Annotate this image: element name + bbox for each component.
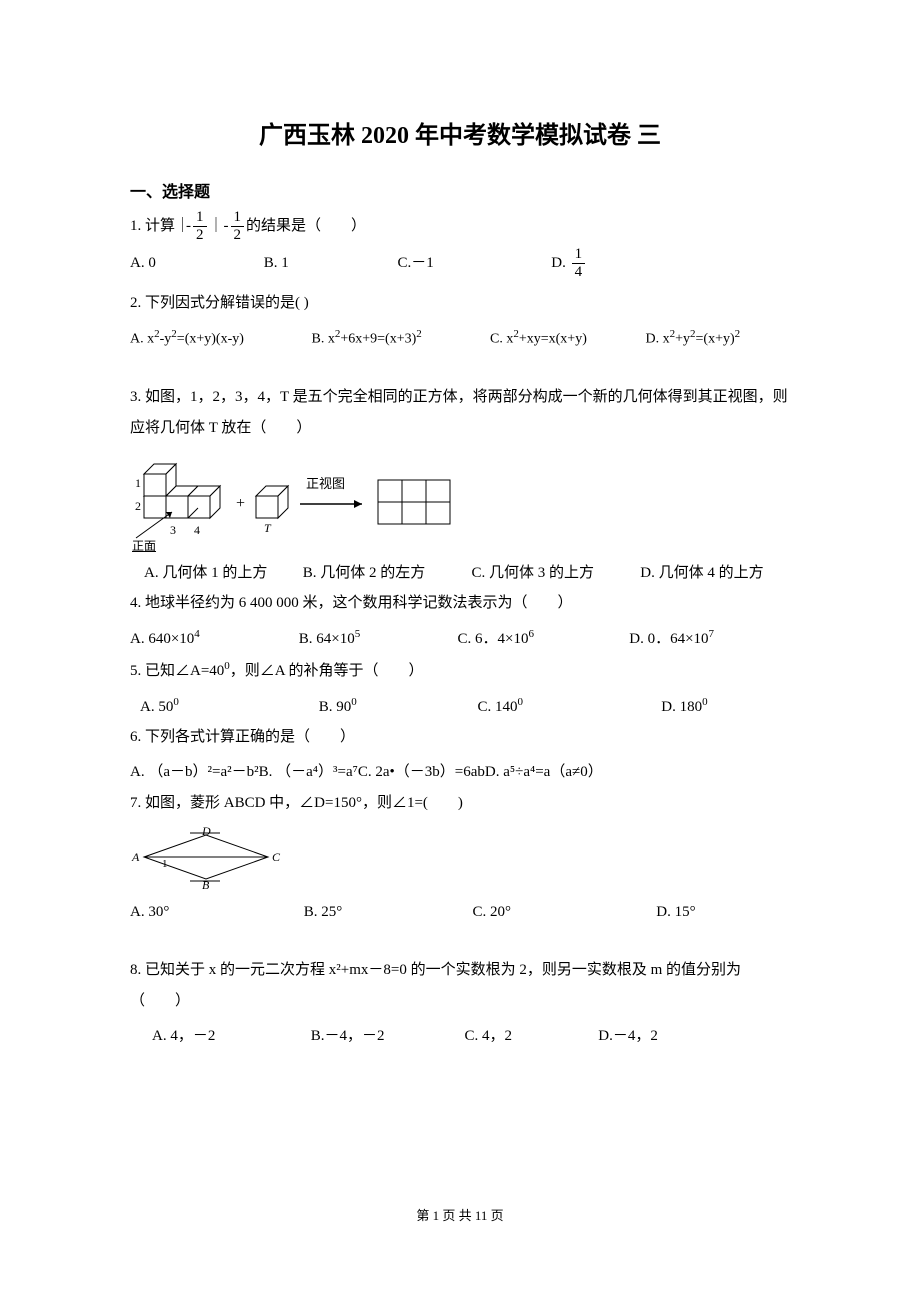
- question-8: 8. 已知关于 x 的一元二次方程 x²+mx－8=0 的一个实数根为 2，则另…: [130, 955, 790, 1017]
- q1-optB: B. 1: [264, 248, 394, 279]
- q7-optA: A. 30°: [130, 897, 300, 928]
- q4-optD: D. 0．64×107: [629, 623, 714, 655]
- question-5: 5. 已知∠A=400，则∠A 的补角等于（ ）: [130, 655, 790, 687]
- q6-line: A. （a－b）²=a²－b²B. （－a⁴）³=a⁷C. 2a•（－3b）=6…: [130, 764, 603, 780]
- q7-optB: B. 25°: [304, 897, 469, 928]
- q7-labelB: B: [202, 878, 210, 891]
- q4-optB: B. 64×105: [299, 623, 454, 655]
- q4-options: A. 640×104 B. 64×105 C. 6．4×106 D. 0．64×…: [130, 623, 790, 655]
- q3-label-front: 正面: [132, 539, 156, 552]
- page-title: 广西玉林 2020 年中考数学模拟试卷 三: [130, 115, 790, 150]
- q2-optB: B. x2+6x+9=(x+3)2: [312, 323, 487, 354]
- q7-options: A. 30° B. 25° C. 20° D. 15°: [130, 897, 790, 928]
- q7-optD: D. 15°: [656, 897, 695, 928]
- section-header-1: 一、选择题: [130, 178, 790, 202]
- q8-optA: A. 4，－2: [152, 1021, 307, 1052]
- question-7: 7. 如图，菱形 ABCD 中，∠D=150°，则∠1=( ): [130, 788, 790, 819]
- q7-figure: A D C B 1: [130, 827, 790, 891]
- q7-optC: C. 20°: [473, 897, 653, 928]
- q5-optB: B. 900: [319, 691, 474, 723]
- q4-optA: A. 640×104: [130, 623, 295, 655]
- q5-optC: C. 1400: [478, 691, 658, 723]
- q8-optD: D.－4，2: [598, 1021, 658, 1052]
- q8-options: A. 4，－2 B.－4，－2 C. 4，2 D.－4，2: [130, 1021, 790, 1052]
- q5-options: A. 500 B. 900 C. 1400 D. 1800: [130, 691, 790, 723]
- question-2: 2. 下列因式分解错误的是( ): [130, 288, 790, 319]
- q8-optB: B.－4，－2: [311, 1021, 461, 1052]
- q1-optD: D. 14: [551, 247, 587, 280]
- q1-stem-suffix: 的结果是（ ）: [246, 218, 366, 234]
- q1-optD-frac: 14: [572, 247, 586, 280]
- q3-optA: A. 几何体 1 的上方: [144, 558, 299, 589]
- q7-figure-svg: A D C B 1: [130, 827, 290, 891]
- q3-optB: B. 几何体 2 的左方: [303, 558, 468, 589]
- q2-optC: C. x2+xy=x(x+y): [490, 323, 642, 354]
- q3-label-4: 4: [194, 523, 200, 537]
- page-content: 广西玉林 2020 年中考数学模拟试卷 三 一、选择题 1. 计算｜-12｜-1…: [0, 0, 920, 1112]
- q3-figure-svg: 1 2 3 4 正面 + T 正视图: [130, 452, 460, 552]
- q1-optC: C.－1: [398, 248, 548, 279]
- q1-frac-2: 12: [231, 210, 245, 243]
- q3-optD: D. 几何体 4 的上方: [640, 558, 763, 589]
- q4-optC: C. 6．4×106: [458, 623, 626, 655]
- question-3: 3. 如图，1，2，3，4，T 是五个完全相同的正方体，将两部分构成一个新的几何…: [130, 382, 790, 444]
- q3-label-2: 2: [135, 499, 141, 513]
- question-6: 6. 下列各式计算正确的是（ ）: [130, 722, 790, 753]
- q1-stem-mid: ｜-: [209, 218, 229, 234]
- q1-optA: A. 0: [130, 248, 260, 279]
- page-footer: 第 1 页 共 11 页: [0, 1205, 920, 1224]
- q5-optD: D. 1800: [661, 691, 707, 723]
- q2-optD: D. x2+y2=(x+y)2: [646, 323, 741, 354]
- q6-options: A. （a－b）²=a²－b²B. （－a⁴）³=a⁷C. 2a•（－3b）=6…: [130, 757, 790, 788]
- q3-label-T: T: [264, 521, 272, 535]
- q1-stem-prefix: 1. 计算｜: [130, 218, 190, 234]
- question-4: 4. 地球半径约为 6 400 000 米，这个数用科学记数法表示为（ ）: [130, 588, 790, 619]
- q3-plus: +: [236, 495, 245, 512]
- q1-frac-1: 12: [193, 210, 207, 243]
- q3-figure: 1 2 3 4 正面 + T 正视图: [130, 452, 790, 552]
- q7-labelA: A: [131, 850, 140, 864]
- q3-optC: C. 几何体 3 的上方: [472, 558, 637, 589]
- q2-options: A. x2-y2=(x+y)(x-y) B. x2+6x+9=(x+3)2 C.…: [130, 323, 790, 354]
- q1-neg1: -: [186, 218, 191, 234]
- q3-options: A. 几何体 1 的上方 B. 几何体 2 的左方 C. 几何体 3 的上方 D…: [130, 558, 790, 589]
- q3-label-3: 3: [170, 523, 176, 537]
- q7-labelC: C: [272, 850, 281, 864]
- q3-label-arrow: 正视图: [306, 476, 345, 491]
- q2-optA: A. x2-y2=(x+y)(x-y): [130, 323, 308, 354]
- q1-options: A. 0 B. 1 C.－1 D. 14: [130, 247, 790, 280]
- q5-optA: A. 500: [140, 691, 315, 723]
- q7-label1: 1: [162, 858, 168, 870]
- question-1: 1. 计算｜-12｜-12的结果是（ ）: [130, 210, 790, 243]
- q3-label-1: 1: [135, 476, 141, 490]
- q8-optC: C. 4，2: [465, 1021, 595, 1052]
